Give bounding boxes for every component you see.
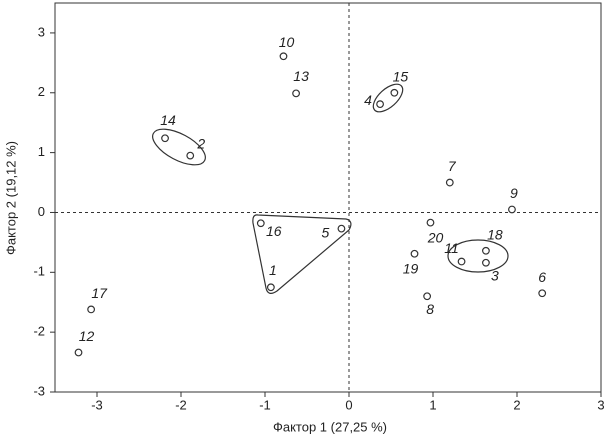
- y-tick-label: 1: [38, 144, 45, 159]
- point-label: 11: [444, 240, 459, 256]
- point-label: 14: [160, 112, 176, 128]
- group-ellipse: [447, 239, 509, 273]
- plot-frame: [54, 2, 602, 393]
- group-ellipse: [152, 128, 206, 166]
- y-tick-label: 2: [38, 84, 45, 99]
- groupings: [152, 83, 509, 294]
- y-tick-label: -3: [33, 383, 45, 398]
- y-tick-label: -1: [33, 264, 45, 279]
- point: [482, 258, 490, 267]
- point: [292, 89, 300, 98]
- point: [186, 151, 195, 160]
- x-tick-label: -3: [91, 397, 103, 412]
- point-label: 8: [426, 301, 434, 317]
- point-label: 4: [364, 92, 372, 108]
- point-label: 13: [293, 68, 309, 84]
- point-label: 19: [403, 260, 419, 276]
- point: [508, 205, 516, 214]
- point-label: 1: [269, 262, 277, 278]
- point-label: 10: [279, 34, 295, 50]
- x-tick-label: -1: [259, 397, 271, 412]
- x-axis-label: Фактор 1 (27,25 %): [273, 419, 387, 434]
- point: [279, 52, 288, 61]
- point-label: 6: [538, 269, 546, 285]
- x-tick-label: 2: [513, 397, 520, 412]
- point-label: 2: [196, 135, 205, 151]
- point: [74, 348, 83, 357]
- point: [161, 134, 169, 143]
- point-label: 7: [448, 158, 457, 174]
- point-label: 18: [487, 226, 503, 242]
- y-tick-label: 0: [38, 204, 45, 219]
- point-label: 20: [427, 229, 444, 245]
- point: [426, 218, 435, 227]
- point: [87, 305, 96, 314]
- x-tick-label: 3: [597, 397, 604, 412]
- point: [266, 283, 275, 292]
- point: [482, 246, 490, 255]
- point-label: 9: [510, 185, 518, 201]
- point-label: 17: [91, 285, 108, 301]
- point: [445, 178, 454, 187]
- group-ellipse: [372, 83, 404, 113]
- point-label: 5: [322, 224, 330, 240]
- point-label: 3: [491, 267, 499, 283]
- group-triangle: [252, 214, 352, 294]
- point-label: 15: [393, 68, 409, 84]
- point: [337, 224, 346, 233]
- y-axis-label: Фактор 2 (19,12 %): [3, 141, 18, 255]
- point: [538, 289, 547, 298]
- x-tick-label: -2: [175, 397, 187, 412]
- y-tick-label: -2: [33, 324, 45, 339]
- point: [410, 249, 419, 258]
- x-tick-label: 0: [345, 397, 352, 412]
- point-label: 12: [79, 328, 95, 344]
- y-tick-label: 3: [38, 24, 45, 39]
- point: [457, 257, 466, 266]
- point: [376, 100, 384, 109]
- x-tick-label: 1: [429, 397, 436, 412]
- point: [256, 219, 265, 228]
- point-label: 16: [266, 223, 282, 239]
- point: [390, 88, 399, 97]
- point: [423, 292, 432, 301]
